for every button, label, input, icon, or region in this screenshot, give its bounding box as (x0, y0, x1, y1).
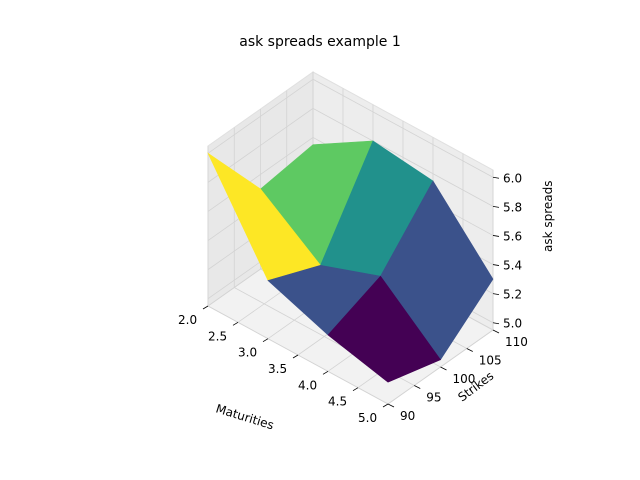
x-tick-label: 2.5 (208, 329, 227, 343)
x-tick-mark (292, 354, 299, 359)
y-tick-mark (492, 329, 500, 334)
y-tick-label: 105 (479, 354, 502, 368)
y-tick-mark (440, 366, 447, 371)
surface-mesh (207, 140, 494, 383)
grid-z-left (207, 137, 314, 212)
y-tick-mark (414, 385, 421, 389)
surface-cell (327, 275, 441, 383)
z-tick-mark (492, 293, 500, 296)
x-tick-mark (202, 305, 209, 310)
x-tick-label: 3.5 (268, 362, 287, 376)
grid-z-back (312, 78, 494, 178)
x-tick-label: 5.0 (358, 411, 377, 425)
grid-z-left (207, 78, 314, 154)
x-tick-label: 4.5 (328, 395, 347, 409)
x-tick-mark (232, 321, 239, 326)
chart-title: ask spreads example 1 (239, 34, 401, 50)
z-tick-mark (492, 205, 500, 208)
z-tick-label: 5.8 (503, 200, 522, 214)
x-tick-mark (352, 387, 359, 392)
z-tick-label: 5.4 (503, 259, 522, 273)
z-tick-label: 6.0 (503, 171, 522, 185)
grid-z-back (312, 108, 494, 207)
z-tick-label: 5.6 (503, 229, 522, 243)
x-tick-mark (262, 338, 269, 343)
z-tick-mark (492, 322, 500, 325)
z-tick-mark (492, 176, 500, 179)
x-tick-mark (382, 403, 389, 408)
z-tick-mark (492, 264, 500, 266)
x-tick-mark (322, 370, 329, 375)
x-axis-label: Maturities (214, 401, 275, 432)
z-tick-mark (492, 235, 500, 237)
z-tick-label: 5.2 (503, 288, 522, 302)
y-tick-mark (387, 403, 395, 408)
z-tick-label: 5.0 (503, 317, 522, 331)
y-tick-label: 95 (426, 391, 441, 405)
y-tick-label: 90 (400, 409, 415, 423)
y-tick-label: 100 (453, 372, 476, 386)
x-tick-label: 3.0 (238, 346, 257, 360)
x-tick-label: 4.0 (298, 378, 317, 392)
z-axis-label: ask spreads (541, 180, 555, 252)
y-tick-mark (466, 348, 473, 352)
x-tick-label: 2.0 (178, 313, 197, 327)
y-tick-label: 110 (505, 335, 528, 349)
